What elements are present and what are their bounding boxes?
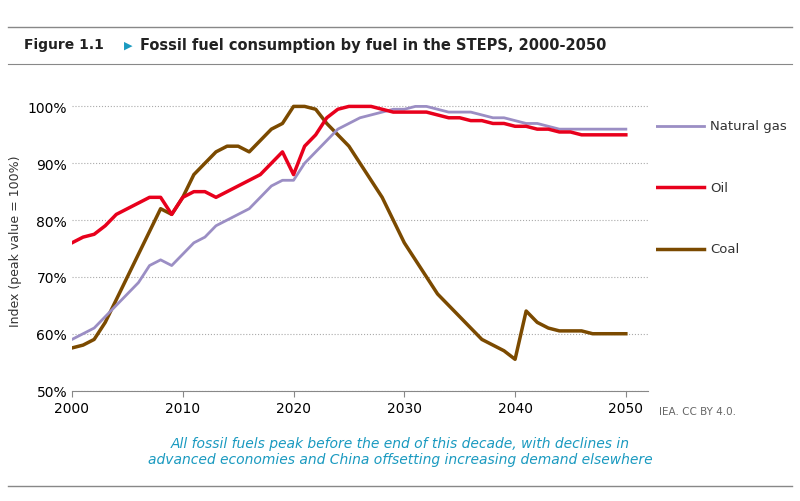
Text: Fossil fuel consumption by fuel in the STEPS, 2000-2050: Fossil fuel consumption by fuel in the S…: [140, 38, 606, 53]
Text: Figure 1.1: Figure 1.1: [24, 38, 104, 52]
Text: All fossil fuels peak before the end of this decade, with declines in
advanced e: All fossil fuels peak before the end of …: [148, 436, 652, 466]
Text: Coal: Coal: [710, 243, 740, 256]
Y-axis label: Index (peak value = 100%): Index (peak value = 100%): [9, 155, 22, 326]
Text: ▶: ▶: [124, 40, 133, 50]
Text: Oil: Oil: [710, 181, 728, 194]
Text: Natural gas: Natural gas: [710, 120, 787, 133]
Text: IEA. CC BY 4.0.: IEA. CC BY 4.0.: [659, 406, 736, 416]
